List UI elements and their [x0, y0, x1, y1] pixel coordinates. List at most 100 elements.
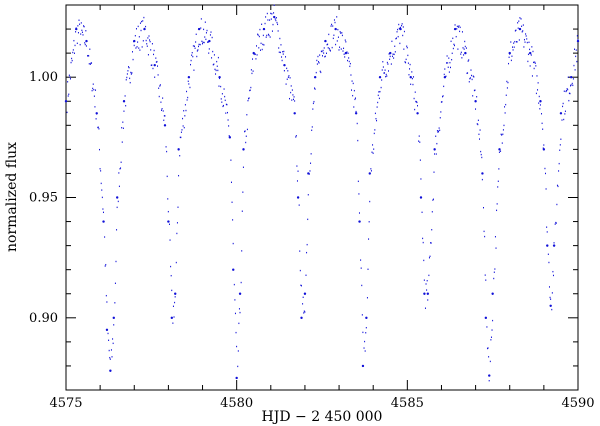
data-point — [377, 101, 379, 104]
data-point — [440, 111, 442, 113]
data-point — [141, 20, 143, 23]
data-point — [328, 47, 330, 50]
data-point — [157, 65, 159, 67]
data-point — [398, 23, 400, 26]
data-point — [218, 75, 221, 79]
data-point — [228, 135, 230, 137]
data-point — [572, 78, 574, 80]
data-point — [255, 58, 257, 60]
data-point — [442, 95, 444, 98]
x-axis-title: HJD − 2 450 000 — [262, 409, 383, 425]
data-point — [329, 50, 331, 52]
data-point — [354, 97, 356, 99]
data-point — [208, 39, 211, 43]
data-point — [95, 118, 97, 120]
data-point — [181, 129, 183, 131]
data-point — [273, 15, 276, 19]
data-point — [106, 301, 108, 303]
data-point — [567, 88, 569, 91]
data-point — [299, 269, 301, 272]
data-point — [380, 86, 382, 89]
data-point — [266, 12, 268, 15]
data-point — [196, 50, 198, 52]
data-point — [203, 41, 205, 44]
data-point — [173, 316, 175, 318]
data-point — [339, 46, 341, 48]
data-point — [319, 70, 321, 73]
data-point — [120, 167, 122, 169]
data-point — [569, 75, 573, 79]
data-point — [242, 166, 244, 168]
data-point — [352, 94, 354, 97]
data-point — [406, 46, 408, 49]
data-point — [539, 100, 542, 103]
data-point — [147, 37, 149, 39]
data-point — [292, 98, 294, 101]
data-point — [369, 200, 371, 203]
data-point — [85, 45, 87, 47]
data-point — [195, 33, 197, 36]
data-point — [443, 85, 445, 88]
data-point — [459, 30, 461, 33]
data-point — [179, 155, 181, 157]
data-point — [518, 39, 520, 41]
data-point — [461, 31, 463, 33]
data-point — [416, 112, 419, 115]
data-point — [383, 72, 385, 74]
data-point — [461, 57, 463, 59]
data-point — [428, 274, 430, 277]
data-point — [293, 96, 295, 98]
data-point — [337, 36, 339, 38]
data-point — [467, 60, 469, 62]
data-point — [277, 30, 279, 32]
data-point — [384, 69, 386, 71]
data-point — [250, 86, 252, 89]
axis-ticks — [65, 4, 579, 391]
data-point — [415, 100, 417, 103]
data-point — [497, 186, 499, 188]
data-point — [341, 32, 343, 34]
data-point — [186, 90, 188, 93]
data-point — [496, 209, 498, 212]
data-point — [535, 65, 537, 67]
data-point — [121, 141, 123, 143]
data-point — [520, 18, 522, 20]
data-point — [454, 24, 456, 26]
data-point — [530, 54, 532, 56]
data-point — [170, 265, 172, 268]
data-point — [334, 27, 337, 31]
data-point — [70, 61, 72, 64]
data-point — [114, 282, 116, 284]
data-point — [387, 70, 389, 72]
data-point — [170, 316, 174, 320]
data-point — [494, 236, 496, 238]
data-point — [502, 133, 504, 135]
data-point — [446, 62, 448, 64]
data-point — [121, 127, 123, 129]
data-point — [431, 229, 433, 231]
data-point — [416, 101, 418, 104]
data-point — [249, 89, 251, 91]
data-point — [262, 34, 264, 37]
data-point — [294, 100, 296, 102]
data-point — [220, 98, 222, 100]
data-point — [474, 89, 476, 91]
data-point — [141, 46, 143, 48]
data-point — [154, 76, 156, 78]
data-point — [143, 16, 145, 19]
data-point — [246, 114, 248, 116]
data-point — [241, 250, 243, 252]
data-point — [125, 79, 127, 81]
data-point — [343, 47, 345, 50]
data-point — [290, 85, 292, 87]
data-point — [575, 49, 577, 51]
data-point — [391, 55, 393, 58]
data-point — [75, 31, 77, 33]
data-point — [357, 180, 359, 183]
data-point — [128, 66, 130, 68]
data-point — [152, 67, 154, 70]
data-point — [311, 126, 313, 128]
data-point — [88, 63, 90, 65]
data-point — [475, 108, 477, 110]
data-point — [307, 218, 309, 221]
